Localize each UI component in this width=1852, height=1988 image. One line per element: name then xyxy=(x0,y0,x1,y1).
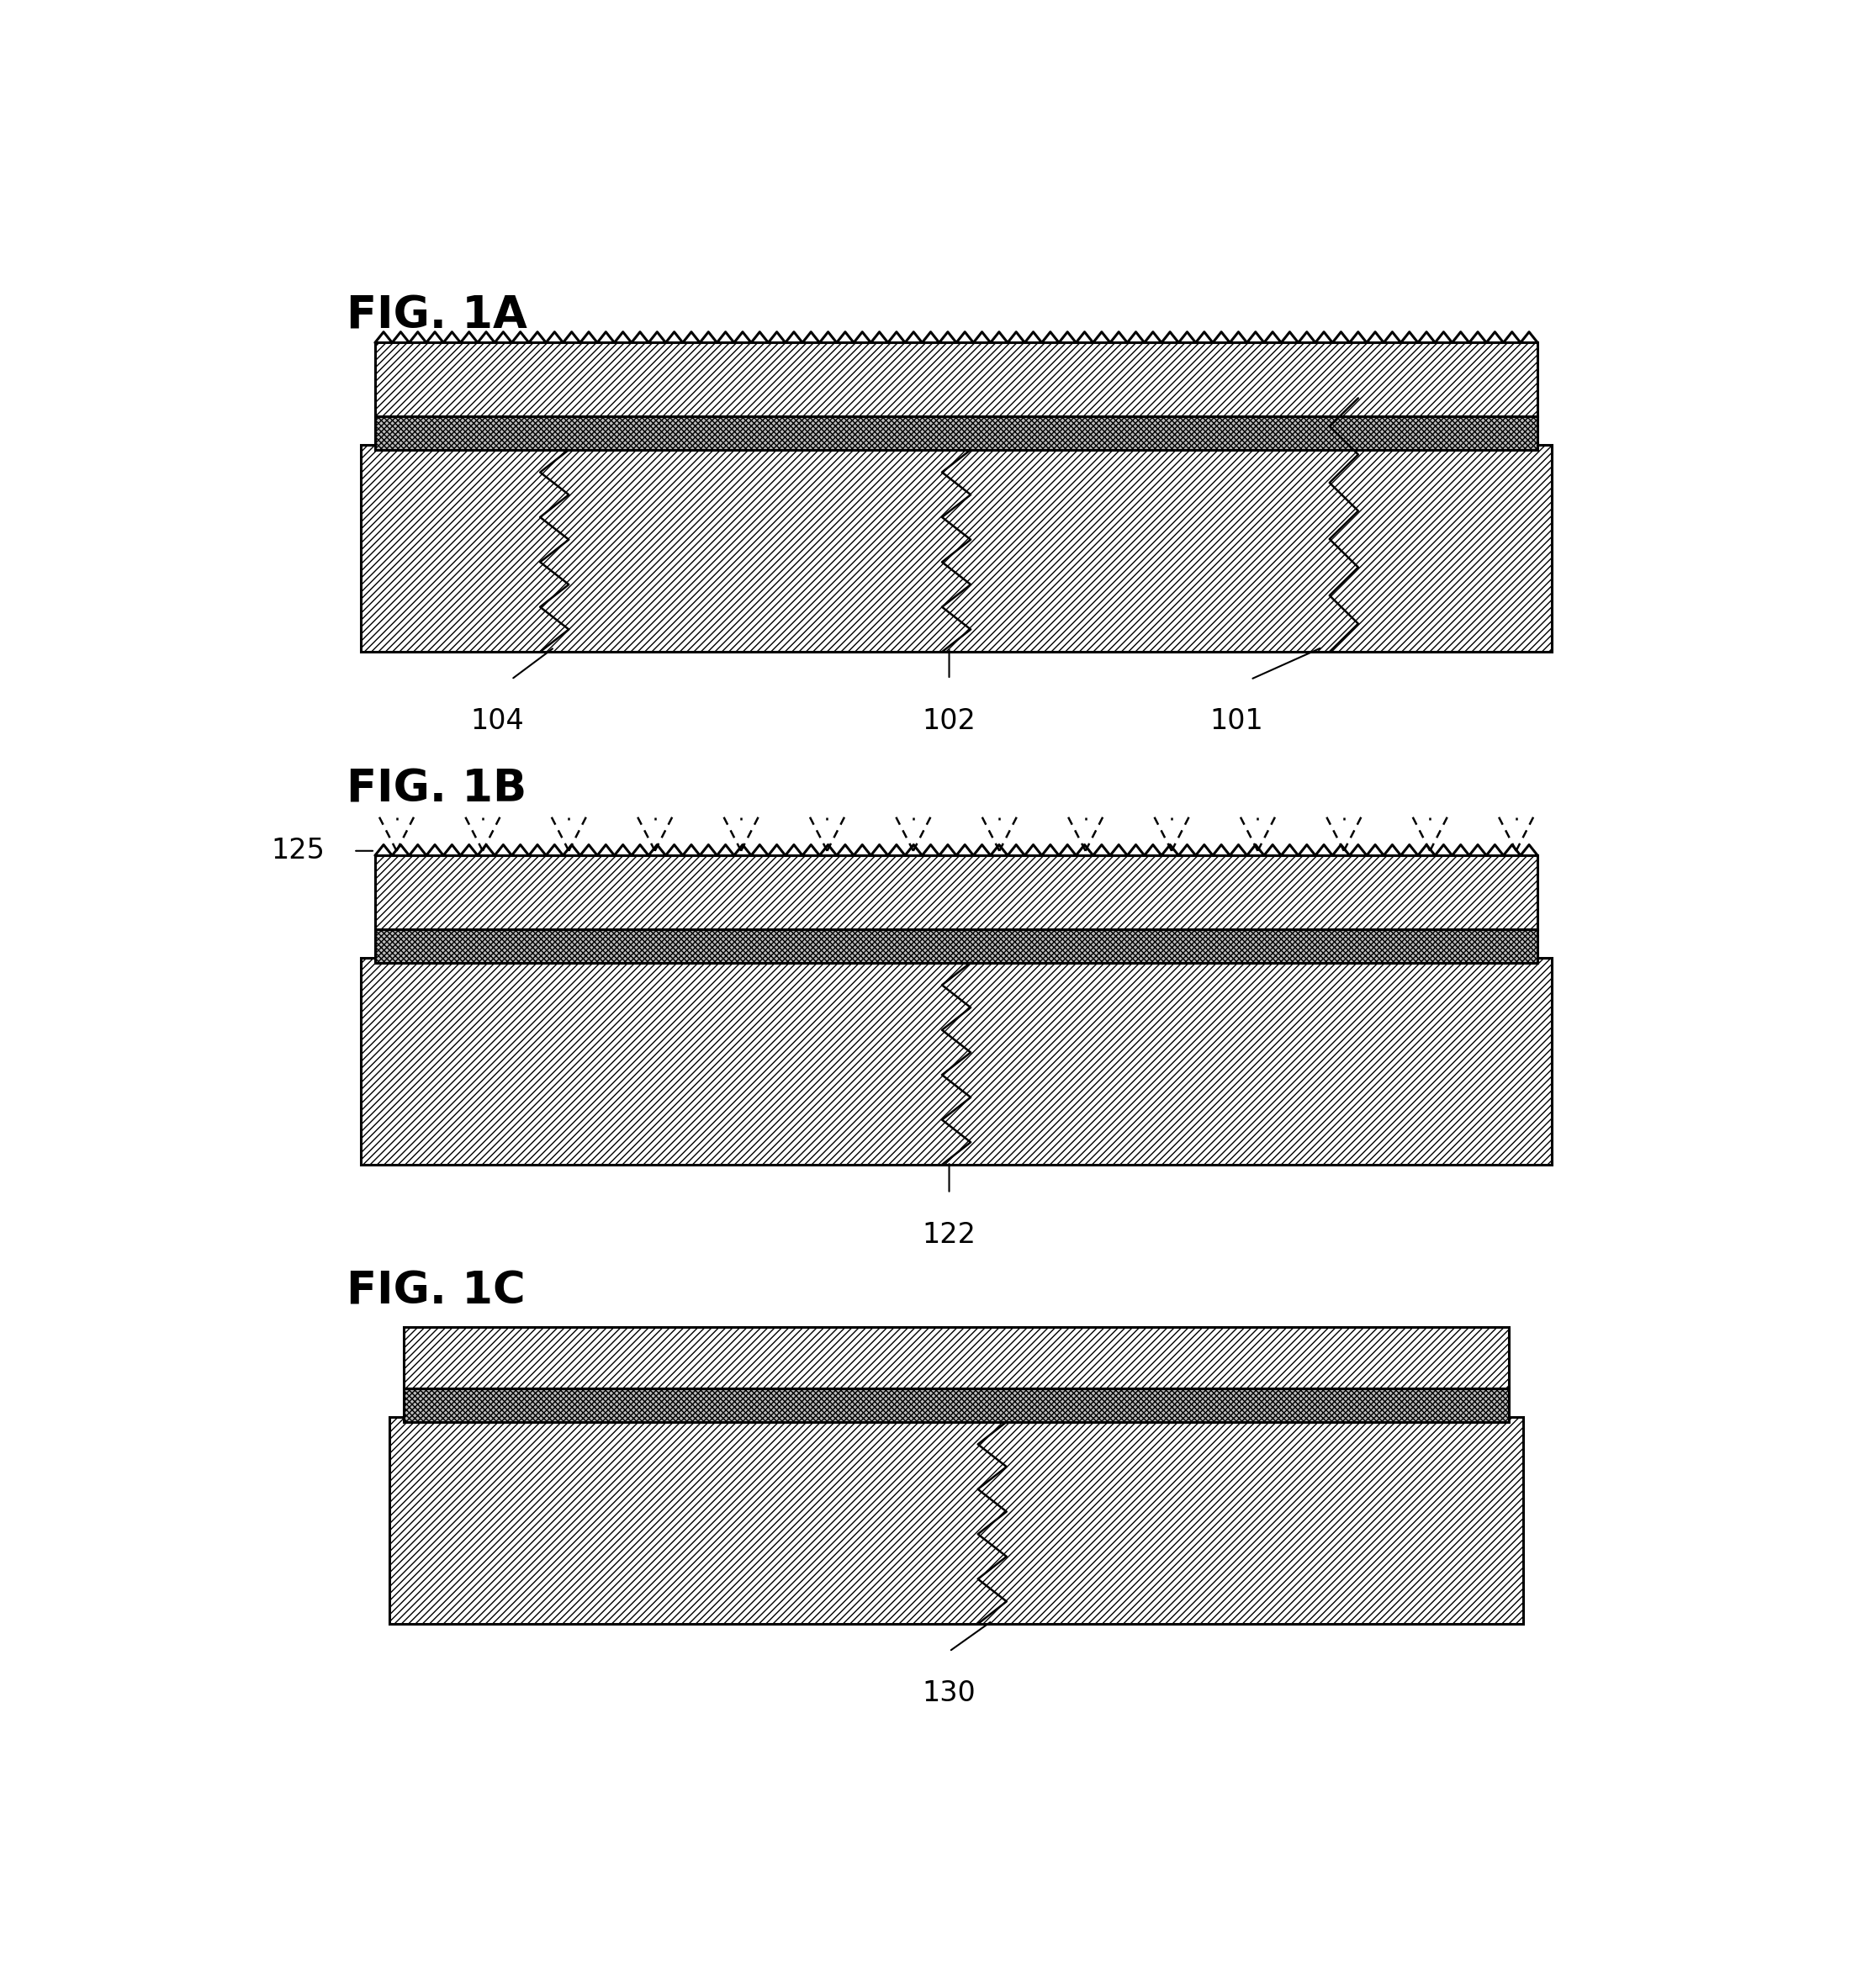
Bar xyxy=(361,958,1552,1165)
Text: FIG. 1C: FIG. 1C xyxy=(346,1270,526,1314)
Text: 104: 104 xyxy=(470,708,524,736)
Text: FIG. 1A: FIG. 1A xyxy=(346,294,528,338)
Text: FIG. 1B: FIG. 1B xyxy=(346,767,526,811)
Bar xyxy=(374,855,1537,928)
Bar xyxy=(361,445,1552,652)
Text: 122: 122 xyxy=(922,1221,976,1248)
Bar xyxy=(404,1388,1509,1421)
Text: 101: 101 xyxy=(1209,708,1263,736)
Bar xyxy=(374,342,1537,415)
Text: 130: 130 xyxy=(922,1680,976,1708)
Bar xyxy=(404,1326,1509,1388)
Text: 102: 102 xyxy=(922,708,976,736)
Bar xyxy=(374,415,1537,449)
Bar xyxy=(374,928,1537,962)
Bar xyxy=(389,1417,1522,1624)
Text: 125: 125 xyxy=(270,837,324,865)
